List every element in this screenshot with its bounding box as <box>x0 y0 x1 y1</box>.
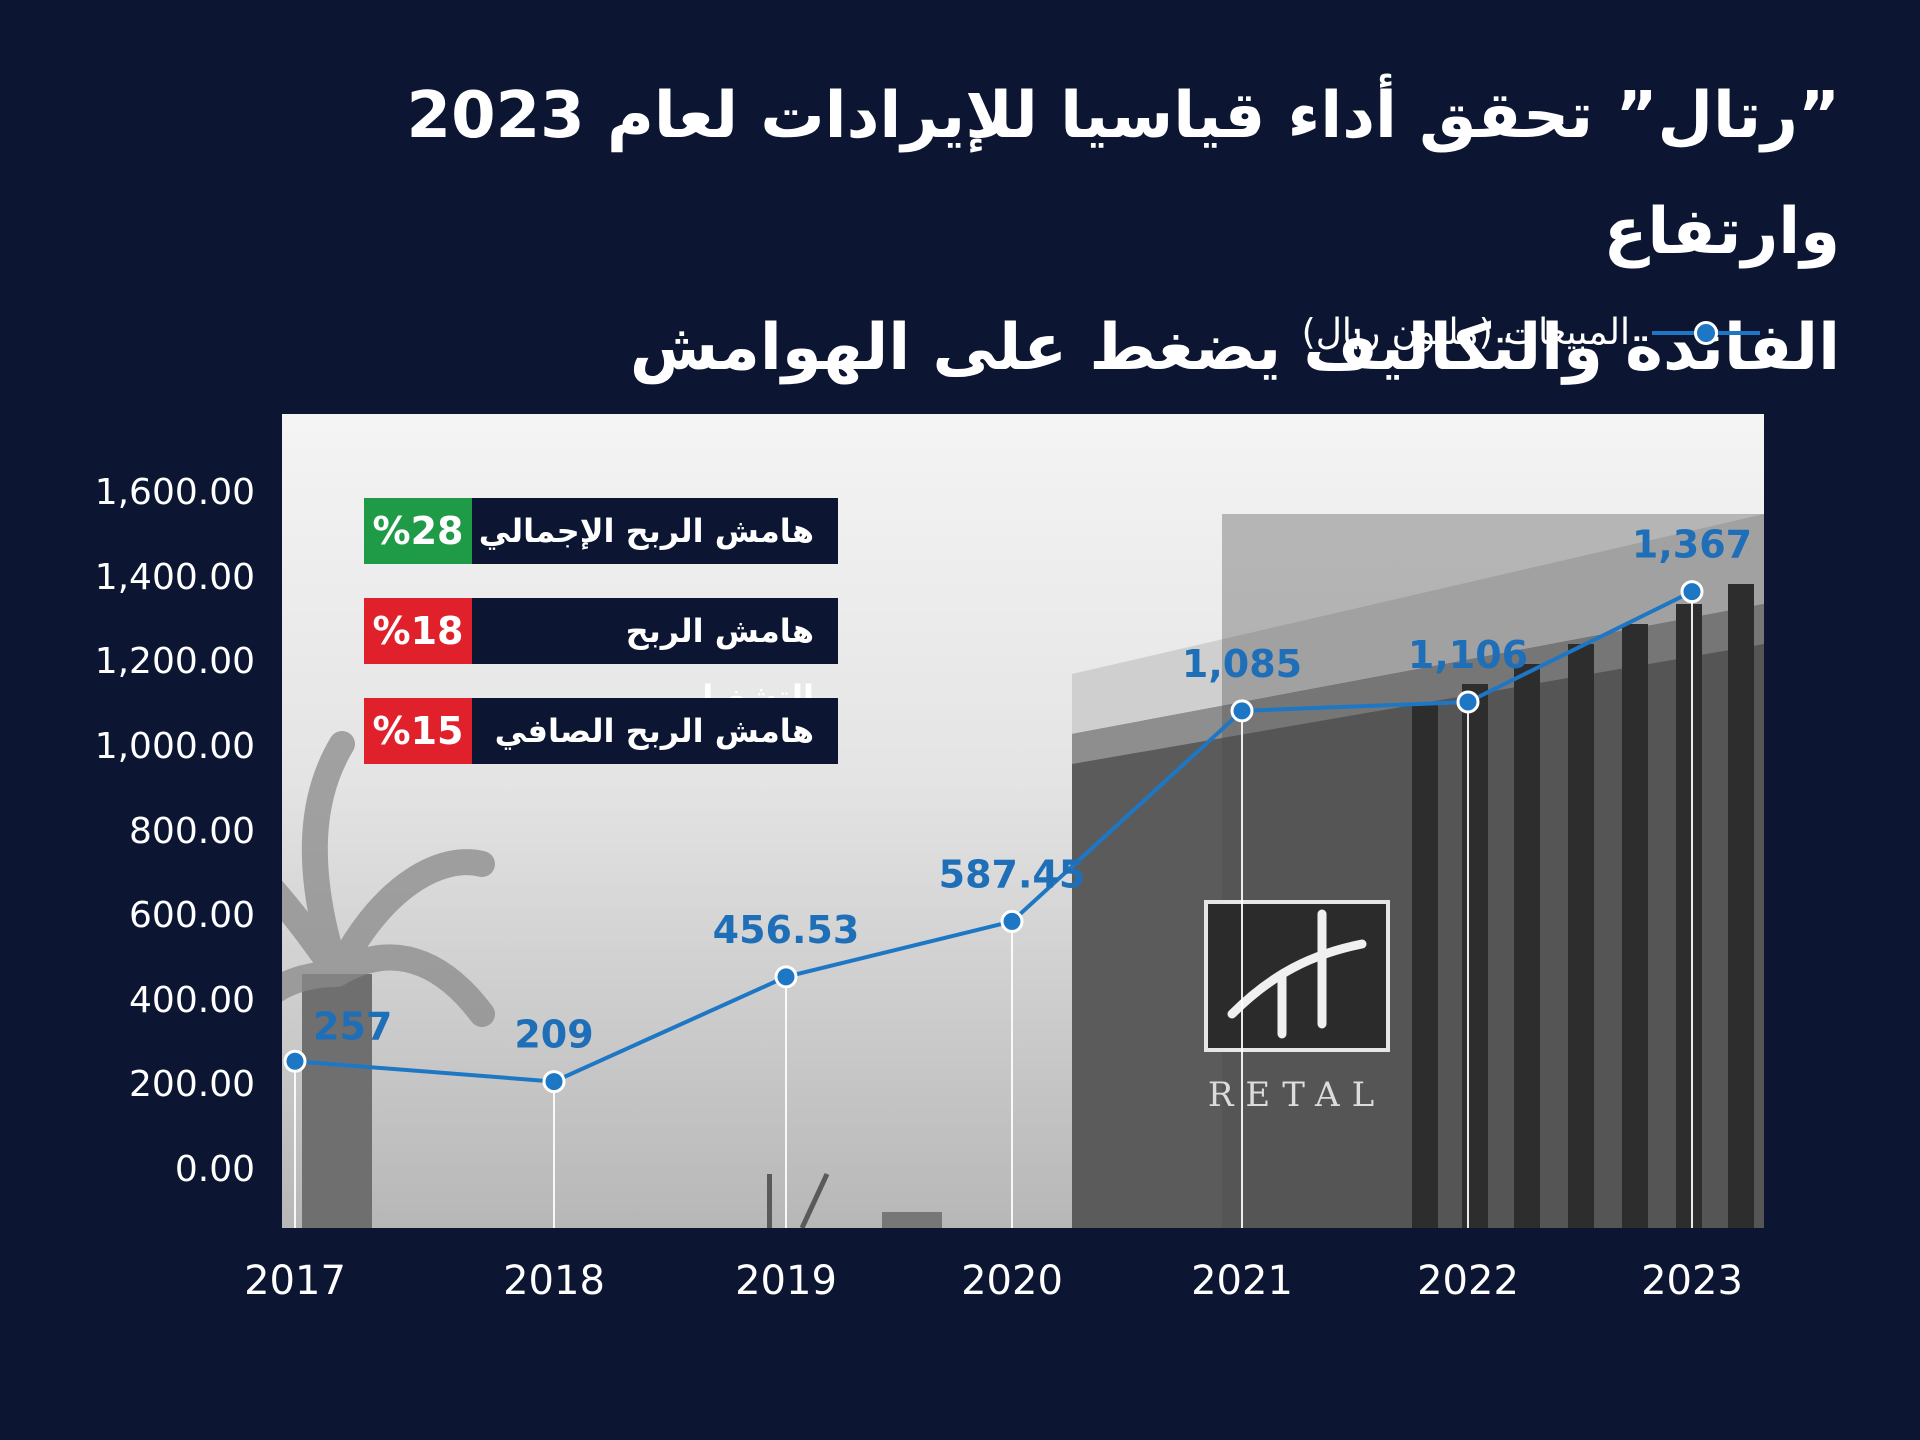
legend-label: المبيعات (مليون ريال) <box>1301 312 1630 353</box>
retal-logo-text: RETAL <box>1208 1075 1386 1115</box>
x-tick-label: 2018 <box>503 1258 605 1304</box>
data-label-2018: 209 <box>514 1013 593 1057</box>
data-point-2022 <box>1456 690 1480 714</box>
x-tick-label: 2023 <box>1641 1258 1743 1304</box>
gross-margin-value: %28 <box>364 498 472 564</box>
y-tick-label: 200.00 <box>129 1064 255 1106</box>
data-point-2017 <box>283 1049 307 1073</box>
legend-line-marker-icon <box>1652 320 1760 345</box>
data-label-2019: 456.53 <box>713 908 860 952</box>
x-tick-label: 2017 <box>244 1258 346 1304</box>
chart-title: ”رتال” تحقق أداء قياسيا للإيرادات لعام 2… <box>220 58 1840 406</box>
y-tick-label: 1,600.00 <box>94 472 255 513</box>
data-label-2020: 587.45 <box>939 852 1086 896</box>
x-tick-label: 2019 <box>735 1258 837 1304</box>
y-tick-label: 0.00 <box>174 1149 255 1190</box>
palm-tree-icon <box>282 731 495 1228</box>
operating-margin-value: %18 <box>364 598 472 664</box>
data-point-2018 <box>542 1070 566 1094</box>
y-tick-label: 600.00 <box>129 895 255 937</box>
y-tick-label: 800.00 <box>129 810 255 852</box>
y-tick-label: 1,400.00 <box>94 556 255 598</box>
title-line-2: الفائدة والتكاليف يضغط على الهوامش <box>629 311 1840 385</box>
line-chart: 257 209 456.53 587.45 1,085 1,106 1,367 <box>283 523 1752 1228</box>
data-point-2020 <box>1000 909 1024 933</box>
operating-margin-label: هامش الربح التشغيلي <box>472 598 838 716</box>
data-label-2021: 1,085 <box>1182 642 1302 686</box>
y-tick-label: 1,200.00 <box>94 641 255 683</box>
x-tick-label: 2020 <box>961 1258 1063 1304</box>
data-label-2022: 1,106 <box>1408 633 1528 677</box>
y-tick-label: 1,000.00 <box>94 725 255 767</box>
x-tick-label: 2021 <box>1191 1258 1293 1304</box>
title-line-1: ”رتال” تحقق أداء قياسيا للإيرادات لعام 2… <box>406 79 1840 269</box>
retal-sign: RETAL <box>1204 900 1390 1115</box>
net-margin-value: %15 <box>364 698 472 764</box>
background-photo: RETAL <box>282 514 1764 1228</box>
data-point-2019 <box>774 965 798 989</box>
x-tick-label: 2022 <box>1417 1258 1519 1304</box>
gross-margin-label: هامش الربح الإجمالي <box>472 498 838 564</box>
data-label-2023: 1,367 <box>1632 523 1752 567</box>
data-point-2023 <box>1680 580 1704 604</box>
net-margin-badge: %15 هامش الربح الصافي <box>364 698 838 764</box>
gross-margin-badge: %28 هامش الربح الإجمالي <box>364 498 838 564</box>
y-tick-label: 400.00 <box>129 979 255 1021</box>
data-label-2017: 257 <box>313 1004 392 1048</box>
legend: المبيعات (مليون ريال) <box>1302 312 1760 353</box>
louvres <box>1412 584 1754 1228</box>
operating-margin-badge: %18 هامش الربح التشغيلي <box>364 598 838 716</box>
net-margin-label: هامش الربح الصافي <box>472 698 838 764</box>
data-point-2021 <box>1230 699 1254 723</box>
